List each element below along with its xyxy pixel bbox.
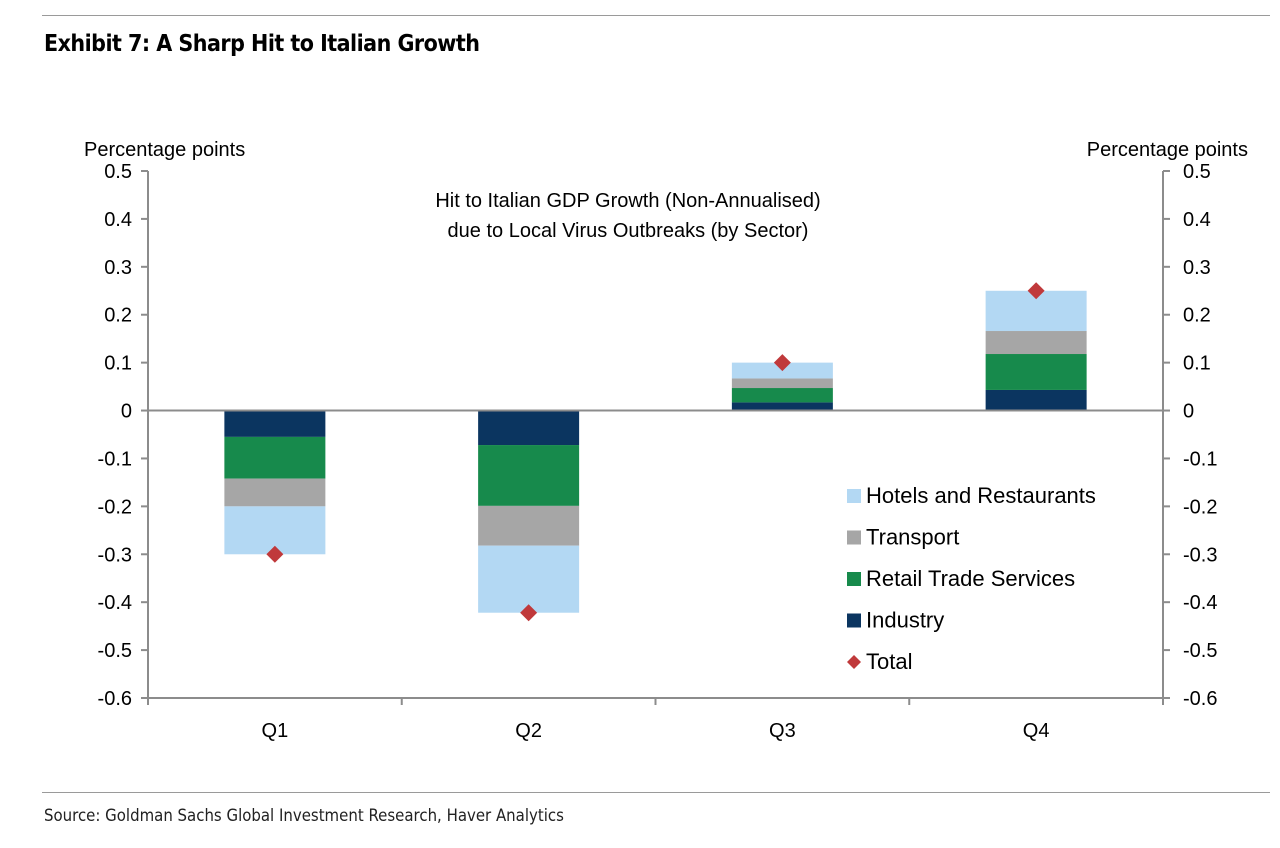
x-tick-label: Q3: [769, 720, 796, 742]
right-y-tick-label: 0.1: [1183, 353, 1211, 375]
right-y-tick-label: 0.4: [1183, 209, 1211, 231]
bar-hotels-and-restaurants-q2: [478, 545, 580, 613]
bar-retail-trade-services-q3: [731, 388, 833, 403]
total-marker-q1: [266, 545, 284, 563]
x-tick-label: Q2: [515, 720, 542, 742]
legend-label-retail-trade-services: Retail Trade Services: [866, 566, 1075, 591]
left-y-tick-label: -0.1: [98, 448, 132, 470]
bar-retail-trade-services-q2: [478, 445, 580, 506]
bar-retail-trade-services-q4: [985, 354, 1087, 390]
right-axis-title: Percentage points: [1087, 139, 1248, 161]
legend-swatch-hotels-and-restaurants: [847, 489, 861, 503]
legend-label-transport: Transport: [866, 525, 959, 550]
legend: Hotels and Restaurants Transport Retail Tr…: [847, 483, 1096, 674]
right-y-tick-label: -0.1: [1183, 448, 1217, 470]
left-y-tick-label: 0.3: [104, 257, 132, 279]
bar-transport-q4: [985, 331, 1087, 355]
left-y-tick-label: 0: [121, 401, 132, 423]
total-marker-q4: [1027, 282, 1045, 300]
left-y-tick-label: -0.2: [98, 496, 132, 518]
top-rule: [42, 15, 1270, 16]
chart-title-line: Hit to Italian GDP Growth (Non-Annualise…: [435, 190, 820, 212]
right-y-tick-label: -0.6: [1183, 688, 1217, 710]
right-y-tick-label: 0.2: [1183, 305, 1211, 327]
bar-transport-q3: [731, 378, 833, 389]
legend-label-total: Total: [866, 649, 912, 674]
bars-layer: [224, 290, 1087, 613]
legend-swatch-transport: [847, 530, 861, 545]
bar-industry-q4: [985, 389, 1087, 411]
left-y-tick-label: -0.3: [98, 544, 132, 566]
bar-transport-q2: [478, 505, 580, 546]
left-y-tick-label: 0.1: [104, 353, 132, 375]
right-y-tick-label: -0.4: [1183, 592, 1217, 614]
left-y-tick-label: 0.5: [104, 161, 132, 183]
legend-swatch-total: [847, 655, 861, 669]
bar-retail-trade-services-q1: [224, 436, 326, 479]
x-tick-label: Q1: [262, 720, 289, 742]
bar-industry-q3: [731, 402, 833, 411]
exhibit-title: Exhibit 7: A Sharp Hit to Italian Growth: [44, 31, 480, 57]
left-y-tick-label: 0.4: [104, 209, 132, 231]
total-marker-q2: [520, 604, 538, 622]
left-y-tick-label: 0.2: [104, 305, 132, 327]
chart-title-line: due to Local Virus Outbreaks (by Sector): [448, 220, 809, 242]
legend-label-industry: Industry: [866, 608, 944, 633]
right-y-tick-label: -0.3: [1183, 544, 1217, 566]
left-y-tick-label: -0.4: [98, 592, 132, 614]
legend-swatch-retail-trade-services: [847, 572, 861, 586]
chart-text: 0.5 0.5 0.4 0.4 0.3 0.3 0.2 0.2 0.1 0.1 0 0 -0.1 -0.1…: [84, 139, 1248, 742]
bar-transport-q1: [224, 478, 326, 507]
source-note: Source: Goldman Sachs Global Investment …: [44, 806, 564, 826]
bar-industry-q1: [224, 410, 326, 437]
total-marker-q3: [773, 354, 791, 372]
x-tick-label: Q4: [1023, 720, 1050, 742]
right-y-tick-label: 0: [1183, 401, 1194, 423]
bottom-rule: [42, 792, 1270, 793]
right-y-tick-label: 0.5: [1183, 161, 1211, 183]
left-y-tick-label: -0.5: [98, 640, 132, 662]
right-y-tick-label: -0.5: [1183, 640, 1217, 662]
axes-layer: [141, 170, 1170, 705]
right-y-tick-label: -0.2: [1183, 496, 1217, 518]
total-markers: [266, 282, 1045, 622]
bar-industry-q2: [478, 410, 580, 446]
right-y-tick-label: 0.3: [1183, 257, 1211, 279]
left-axis-title: Percentage points: [84, 139, 245, 161]
legend-label-hotels-and-restaurants: Hotels and Restaurants: [866, 483, 1096, 508]
legend-swatch-industry: [847, 613, 861, 628]
left-y-tick-label: -0.6: [98, 688, 132, 710]
